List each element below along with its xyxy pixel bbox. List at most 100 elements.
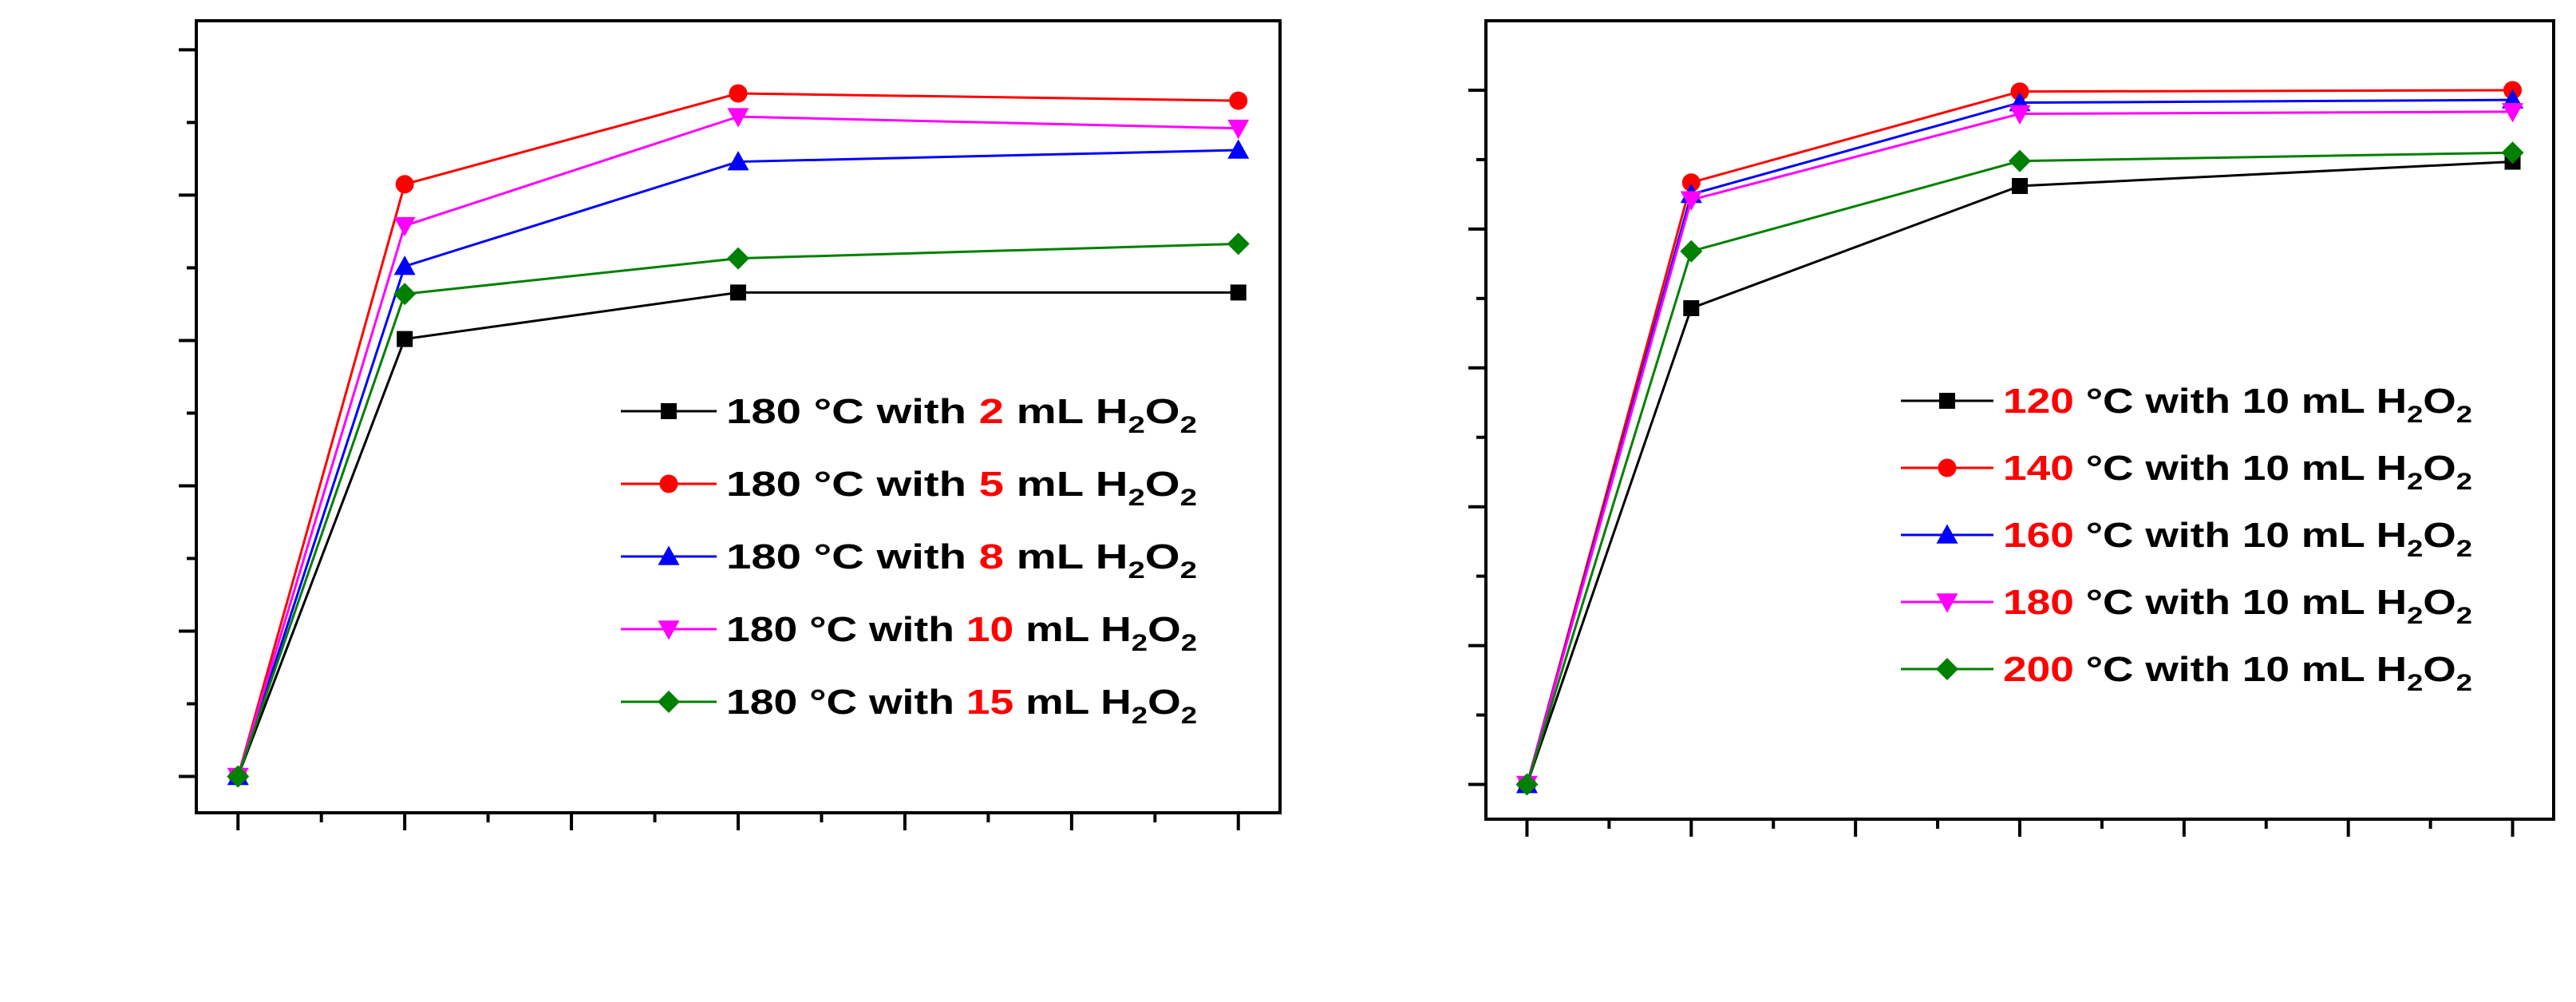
data-point <box>395 175 414 194</box>
legend-marker <box>1938 458 1957 477</box>
legend-marker <box>1936 658 1958 680</box>
legend-marker <box>1936 593 1958 613</box>
legend-text: O <box>2423 650 2455 689</box>
legend-text: O <box>1145 392 1180 431</box>
legend-text: O <box>1145 465 1180 504</box>
data-point <box>2009 105 2031 125</box>
series-4 <box>227 232 1250 788</box>
legend-subscript: 2 <box>1128 485 1144 511</box>
data-point <box>1227 119 1250 140</box>
data-point <box>1227 232 1250 255</box>
legend-subscript: 2 <box>2456 670 2472 696</box>
legend-subscript: 2 <box>1181 703 1197 729</box>
data-point <box>393 283 417 306</box>
legend-text: 180 °C with <box>726 392 979 431</box>
data-point <box>1227 139 1250 159</box>
data-point <box>2009 149 2031 172</box>
data-point <box>727 108 749 128</box>
legend-subscript: 2 <box>2407 402 2423 428</box>
legend-label: 140 °C with 10 mL H 2O 2 <box>2003 449 2472 495</box>
series-4 <box>1515 141 2524 796</box>
legend-label: 120 °C with 10 mL H 2O 2 <box>2003 382 2472 428</box>
legend-marker <box>658 545 680 565</box>
legend-entry: 140 °C with 10 mL H 2O 2 <box>1901 449 2472 495</box>
legend-highlight: 120 <box>2003 382 2074 421</box>
legend-text: mL H <box>1013 610 1132 649</box>
series-line <box>1526 160 2513 786</box>
legend-subscript: 2 <box>2407 536 2423 562</box>
legend-subscript: 2 <box>1181 630 1197 656</box>
legend-highlight: 8 <box>979 537 1004 576</box>
legend-label: 180 °C with 10 mL H 2O 2 <box>2003 583 2472 629</box>
legend-entry: 160 °C with 10 mL H 2O 2 <box>1901 516 2472 562</box>
legend-marker <box>658 620 680 640</box>
legend-subscript: 2 <box>2407 469 2423 495</box>
series-line <box>236 92 1239 777</box>
data-point <box>1230 284 1247 301</box>
legend-text: 180 °C with <box>726 683 966 722</box>
legend-subscript: 2 <box>1132 703 1148 729</box>
legend-highlight: 5 <box>979 465 1004 504</box>
legend-text: °C with 10 mL H <box>2074 449 2407 488</box>
legend-subscript: 2 <box>1128 557 1144 584</box>
legend-text: 180 °C with <box>726 537 979 576</box>
legend-highlight: 180 <box>2003 583 2074 622</box>
series-line <box>236 242 1239 777</box>
legend-entry: 200 °C with 10 mL H 2O 2 <box>1901 650 2472 696</box>
legend-text: mL H <box>1004 537 1128 576</box>
legend-label: 180 °C with 10 mL H 2O 2 <box>726 610 1197 656</box>
legend-text: mL H <box>1013 683 1132 722</box>
legend-text: °C with 10 mL H <box>2074 382 2407 421</box>
data-point <box>1515 773 1539 796</box>
data-point <box>1229 91 1248 110</box>
series-line <box>1526 110 2513 785</box>
legend-subscript: 2 <box>2456 536 2472 562</box>
series-line <box>236 149 1239 777</box>
legend-text: O <box>1148 683 1181 722</box>
legend-entry: 180 °C with 10 mL H 2O 2 <box>1901 583 2472 629</box>
legend-subscript: 2 <box>1180 412 1197 438</box>
legend-subscript: 2 <box>1180 485 1197 511</box>
legend-marker <box>661 403 677 419</box>
legend-text: mL H <box>1004 465 1128 504</box>
legend-label: 200 °C with 10 mL H 2O 2 <box>2003 650 2472 696</box>
legend-text: °C with 10 mL H <box>2074 650 2407 689</box>
data-point <box>1681 173 1701 192</box>
data-point <box>727 247 749 270</box>
legend-text: °C with 10 mL H <box>2074 516 2407 555</box>
data-point <box>729 84 748 103</box>
legend-subscript: 2 <box>1132 630 1148 656</box>
legend-text: 180 °C with <box>726 610 966 649</box>
legend-highlight: 10 <box>966 610 1013 649</box>
data-point <box>1683 300 1700 316</box>
legend-text: mL H <box>1004 392 1128 431</box>
legend-entry: 120 °C with 10 mL H 2O 2 <box>1901 382 2472 428</box>
legend-text: O <box>2423 516 2455 555</box>
series-line <box>236 115 1239 777</box>
data-point <box>727 151 749 171</box>
legend-text: O <box>1145 537 1180 576</box>
legend-marker <box>1936 524 1958 544</box>
series-line <box>1526 89 2513 785</box>
data-point <box>227 765 250 788</box>
data-point <box>2010 82 2029 101</box>
legend-text: O <box>2423 382 2455 421</box>
legend-entry: 180 °C with 10 mL H 2O 2 <box>621 610 1197 656</box>
legend-highlight: 2 <box>979 392 1004 431</box>
legend-marker <box>659 474 678 493</box>
data-point <box>1680 191 1702 211</box>
legend-label: 160 °C with 10 mL H 2O 2 <box>2003 516 2472 562</box>
legend-subscript: 2 <box>1180 557 1197 584</box>
legend-entry: 180 °C with 15 mL H 2O 2 <box>621 683 1197 729</box>
data-point <box>1680 240 1703 263</box>
series-1 <box>228 84 1248 786</box>
